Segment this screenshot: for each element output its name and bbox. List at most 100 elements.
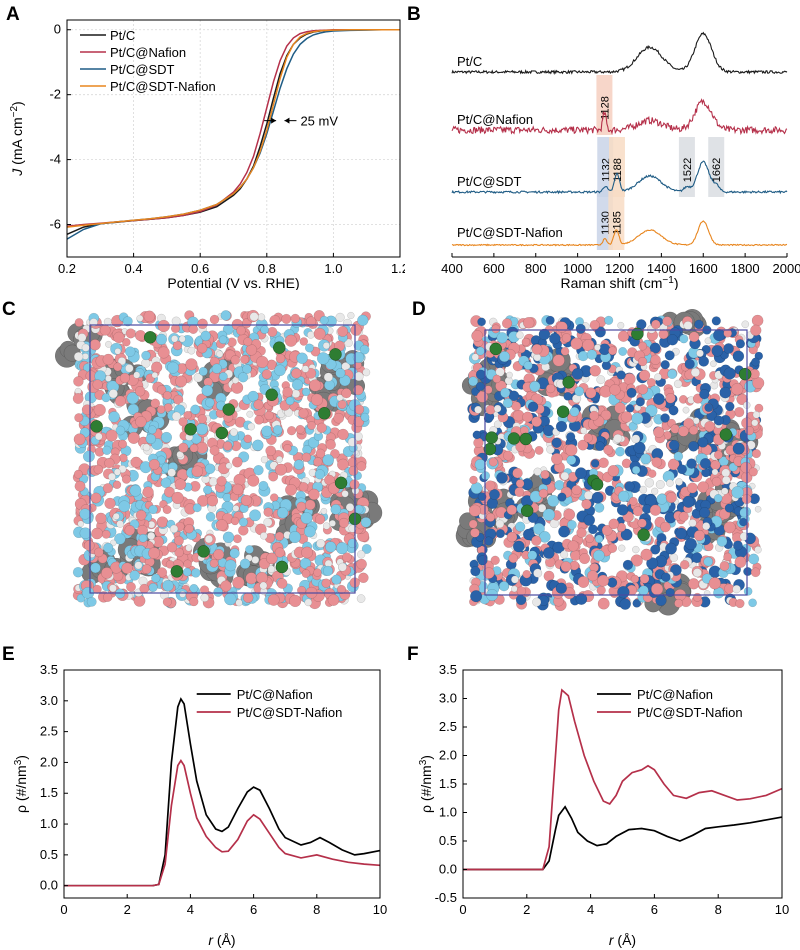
- atom-sphere: [506, 531, 518, 543]
- atom-sphere: [330, 449, 340, 459]
- atom-sphere: [491, 324, 501, 334]
- spectrum-line-2: [451, 98, 788, 136]
- atom-sphere: [527, 401, 539, 413]
- atom-sphere: [711, 476, 722, 487]
- atom-sphere: [614, 402, 626, 414]
- atom-sphere: [245, 344, 258, 356]
- atom-sphere: [754, 505, 762, 513]
- atom-sphere: [198, 366, 208, 376]
- atom-sphere: [200, 593, 209, 603]
- atom-sphere: [724, 503, 734, 513]
- atom-sphere: [688, 578, 700, 590]
- atom-sphere: [79, 527, 92, 539]
- atom-sphere: [650, 354, 661, 366]
- atom-sphere: [209, 558, 219, 568]
- atom-sphere: [704, 420, 716, 432]
- atom-sphere: [101, 393, 111, 403]
- atom-sphere: [700, 457, 712, 469]
- atom-sphere: [310, 393, 324, 406]
- atom-sphere: [583, 433, 593, 443]
- atom-sphere: [607, 465, 620, 477]
- y-tick-label: 3.5: [40, 662, 58, 677]
- atom-sphere: [105, 429, 118, 442]
- y-label-var: J: [9, 165, 25, 177]
- atom-sphere: [171, 335, 179, 343]
- atom-sphere: [475, 369, 486, 380]
- atom-sphere: [333, 412, 345, 424]
- atom-sphere: [238, 525, 249, 536]
- atom-sphere: [331, 574, 342, 585]
- atom-sphere: [347, 311, 355, 320]
- atom-sphere: [751, 449, 761, 459]
- y-axis-label-text: J (mA cm−2): [9, 101, 25, 176]
- atom-sphere: [148, 582, 158, 592]
- atom-sphere: [342, 552, 352, 563]
- atom-sphere: [515, 479, 525, 488]
- atom-sphere: [628, 496, 638, 506]
- atom-sphere: [688, 425, 699, 436]
- atom-sphere: [532, 597, 542, 607]
- atom-sphere: [215, 519, 228, 532]
- spectrum-label: Pt/C@SDT-Nafion: [457, 225, 563, 240]
- atom-sphere: [667, 369, 678, 379]
- atom-sphere: [640, 548, 653, 561]
- atom-sphere: [301, 569, 311, 578]
- y-tick-label: -2: [49, 87, 61, 102]
- x-tick-label: 1200: [605, 261, 634, 276]
- atom-sphere: [721, 468, 731, 478]
- atom-sphere: [166, 361, 179, 374]
- atom-sphere: [259, 581, 268, 590]
- atom-sphere: [313, 568, 322, 577]
- atom-sphere: [593, 549, 605, 562]
- atom-sphere: [243, 434, 253, 444]
- atom-sphere: [594, 534, 604, 544]
- atom-sphere: [470, 482, 483, 495]
- band-label-text: 1128: [599, 96, 611, 120]
- atom-sphere: [619, 598, 631, 610]
- atom-sphere: [264, 410, 274, 421]
- atom-sphere: [272, 424, 283, 435]
- atom-sphere: [320, 507, 328, 515]
- x-tick-label: 0.6: [191, 261, 209, 276]
- y-axis-label-text: ρ (#/nm3): [13, 755, 29, 813]
- atom-sphere: [682, 495, 695, 508]
- atom-sphere: [519, 432, 533, 446]
- atom-sphere: [134, 561, 143, 570]
- atom-sphere: [323, 372, 334, 382]
- atom-sphere: [577, 439, 589, 451]
- atom-sphere: [170, 565, 184, 578]
- atom-sphere: [220, 310, 232, 321]
- atom-sphere: [660, 521, 671, 533]
- atom-sphere: [594, 326, 606, 338]
- atom-sphere: [748, 467, 758, 477]
- y-label-close: ): [9, 101, 25, 106]
- y-tick-label: 3.5: [439, 662, 457, 677]
- atom-sphere: [542, 508, 556, 521]
- series-line-1: [66, 28, 400, 235]
- y-axis-label-text: ρ (#/nm3): [418, 755, 434, 813]
- atom-sphere: [678, 511, 689, 522]
- atom-sphere: [239, 558, 251, 569]
- atom-sphere: [558, 525, 571, 538]
- atom-sphere: [735, 339, 746, 349]
- atom-sphere: [141, 564, 152, 574]
- atom-sphere: [205, 512, 216, 522]
- atom-sphere: [309, 379, 322, 392]
- atom-sphere: [306, 331, 315, 339]
- atom-sphere: [597, 597, 610, 610]
- panel-letter: F: [407, 644, 419, 665]
- atom-sphere: [125, 328, 136, 339]
- atom-sphere: [604, 315, 614, 325]
- atom-sphere: [566, 455, 577, 466]
- atom-sphere: [514, 487, 525, 497]
- atom-sphere: [337, 428, 349, 441]
- legend-label: Pt/C: [110, 28, 135, 43]
- atom-sphere: [469, 475, 478, 485]
- x-tick-label: 400: [441, 261, 463, 276]
- atom-sphere: [235, 599, 243, 607]
- atom-sphere: [113, 331, 125, 344]
- y-axis-label: ρ (#/nm3): [13, 755, 29, 813]
- atom-sphere: [743, 586, 753, 596]
- atom-sphere: [731, 383, 744, 396]
- atom-sphere: [534, 445, 544, 455]
